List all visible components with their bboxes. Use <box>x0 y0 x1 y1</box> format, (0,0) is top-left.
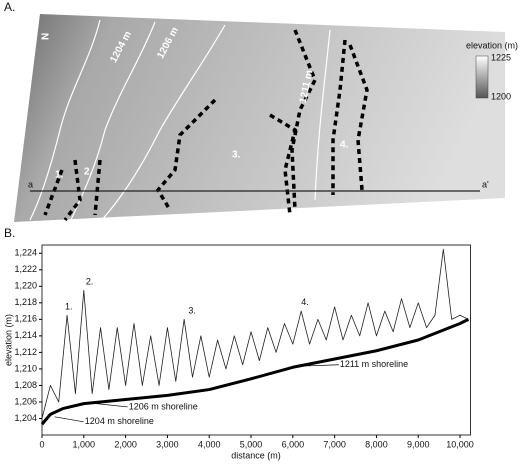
x-tick-label: 6,000 <box>282 439 305 449</box>
y-tick-label: 1,206 <box>14 396 37 406</box>
annotation: 4. <box>301 297 309 307</box>
y-tick-label: 1,208 <box>14 380 37 390</box>
zone-label: 1. <box>55 170 64 181</box>
x-tick-label: 0 <box>39 439 44 449</box>
annotation-arrow <box>87 402 128 408</box>
plot-frame <box>41 244 471 436</box>
x-tick-label: 4,000 <box>198 439 221 449</box>
annotation-arrow <box>292 364 339 367</box>
y-tick-label: 1,218 <box>14 297 37 307</box>
y-tick-label: 1,210 <box>14 363 37 373</box>
y-axis-title: elevation (m) <box>3 314 13 366</box>
x-tick-label: 7,000 <box>323 439 346 449</box>
map: a a' N 1204 m 1206 m 1211 m 1. 2. 3. 4. … <box>14 14 518 223</box>
x-tick-label: 3,000 <box>156 439 179 449</box>
y-tick-label: 1,220 <box>14 281 37 291</box>
profile-line <box>40 318 470 426</box>
annotation: 2. <box>86 277 94 287</box>
y-tick-label: 1,204 <box>14 413 37 423</box>
annotation: 1. <box>65 301 73 311</box>
x-tick-label: 1,000 <box>73 439 96 449</box>
annotation: 1211 m shoreline <box>340 359 408 369</box>
annotation: 3. <box>188 305 196 315</box>
profile-line <box>41 248 469 419</box>
x-tick-label: 10,000 <box>446 439 474 449</box>
y-tick-label: 1,216 <box>14 314 37 324</box>
terrain <box>14 14 505 222</box>
dune-zone-boundaries <box>43 29 369 222</box>
y-tick-label: 1,212 <box>14 347 37 357</box>
y-tick-label: 1,214 <box>14 330 37 340</box>
zone-label: 2. <box>84 167 93 178</box>
annotation: 1206 m shoreline <box>129 401 198 411</box>
contour <box>314 29 331 201</box>
y-tick-label: 1,224 <box>14 248 37 258</box>
legend-max: 1225 <box>491 52 511 62</box>
zone-label: 4. <box>340 140 349 151</box>
section-label: a <box>28 179 33 189</box>
x-axis-title: distance (m) <box>231 450 281 460</box>
panel-label: A. <box>4 0 15 14</box>
section-label: a' <box>482 179 489 189</box>
y-tick-label: 1,222 <box>14 264 37 274</box>
annotation-arrow <box>54 416 84 423</box>
x-tick-label: 2,000 <box>114 439 137 449</box>
north-arrow: N <box>41 33 52 40</box>
x-tick-label: 9,000 <box>407 439 430 449</box>
legend-min: 1200 <box>491 91 511 101</box>
legend-title: elevation (m) <box>466 40 518 50</box>
annotation: 1204 m shoreline <box>85 416 154 426</box>
x-tick-label: 8,000 <box>365 439 388 449</box>
contour <box>99 24 226 223</box>
legend-colorbar <box>475 55 489 99</box>
panel-label: B. <box>4 226 15 240</box>
zone-label: 3. <box>232 150 241 161</box>
contour <box>29 19 101 221</box>
x-tick-label: 5,000 <box>240 439 263 449</box>
